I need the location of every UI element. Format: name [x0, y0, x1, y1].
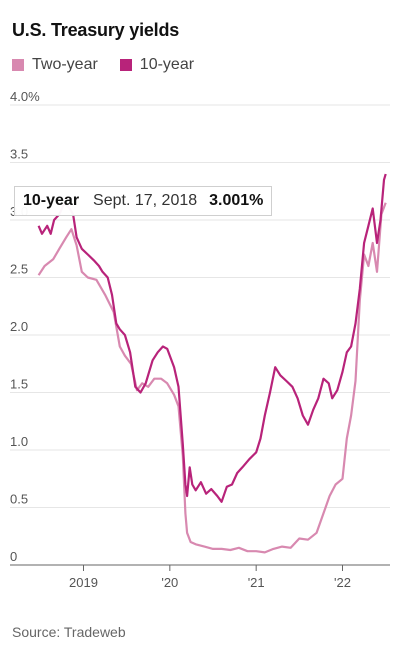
x-tick-label: '20 [161, 575, 178, 590]
series-line-ten-year[interactable] [37, 173, 387, 503]
y-tick-label: 1.0 [10, 434, 28, 449]
hover-tooltip: 10-year Sept. 17, 2018 3.001% [14, 186, 273, 216]
y-tick-label: 0.5 [10, 492, 28, 507]
legend: Two-year 10-year [12, 56, 216, 74]
source-note: Source: Tradeweb [12, 624, 126, 640]
y-tick-label: 0 [10, 549, 17, 564]
tooltip-date: Sept. 17, 2018 [93, 192, 198, 209]
y-tick-label: 2.5 [10, 262, 28, 277]
legend-label-two-year: Two-year [32, 56, 98, 73]
x-tick-label: '21 [248, 575, 265, 590]
y-tick-label: 3.5 [10, 147, 28, 162]
line-chart[interactable]: 00.51.01.52.02.53.03.54.0%2019'20'21'22 [0, 0, 401, 600]
y-tick-label: 2.0 [10, 319, 28, 334]
x-tick-label: '22 [334, 575, 351, 590]
series-line-two-year[interactable] [37, 202, 387, 554]
legend-swatch-two-year [12, 59, 24, 71]
tooltip-value: 3.001% [209, 192, 264, 209]
y-tick-label: 4.0% [10, 89, 40, 104]
legend-swatch-ten-year [119, 59, 132, 71]
legend-item-two-year[interactable]: Two-year [12, 56, 98, 74]
legend-label-ten-year: 10-year [139, 56, 195, 73]
chart-title: U.S. Treasury yields [12, 20, 180, 40]
y-tick-label: 1.5 [10, 377, 28, 392]
tooltip-series: 10-year [23, 192, 80, 209]
legend-item-ten-year[interactable]: 10-year [119, 56, 195, 74]
x-tick-label: 2019 [69, 575, 98, 590]
